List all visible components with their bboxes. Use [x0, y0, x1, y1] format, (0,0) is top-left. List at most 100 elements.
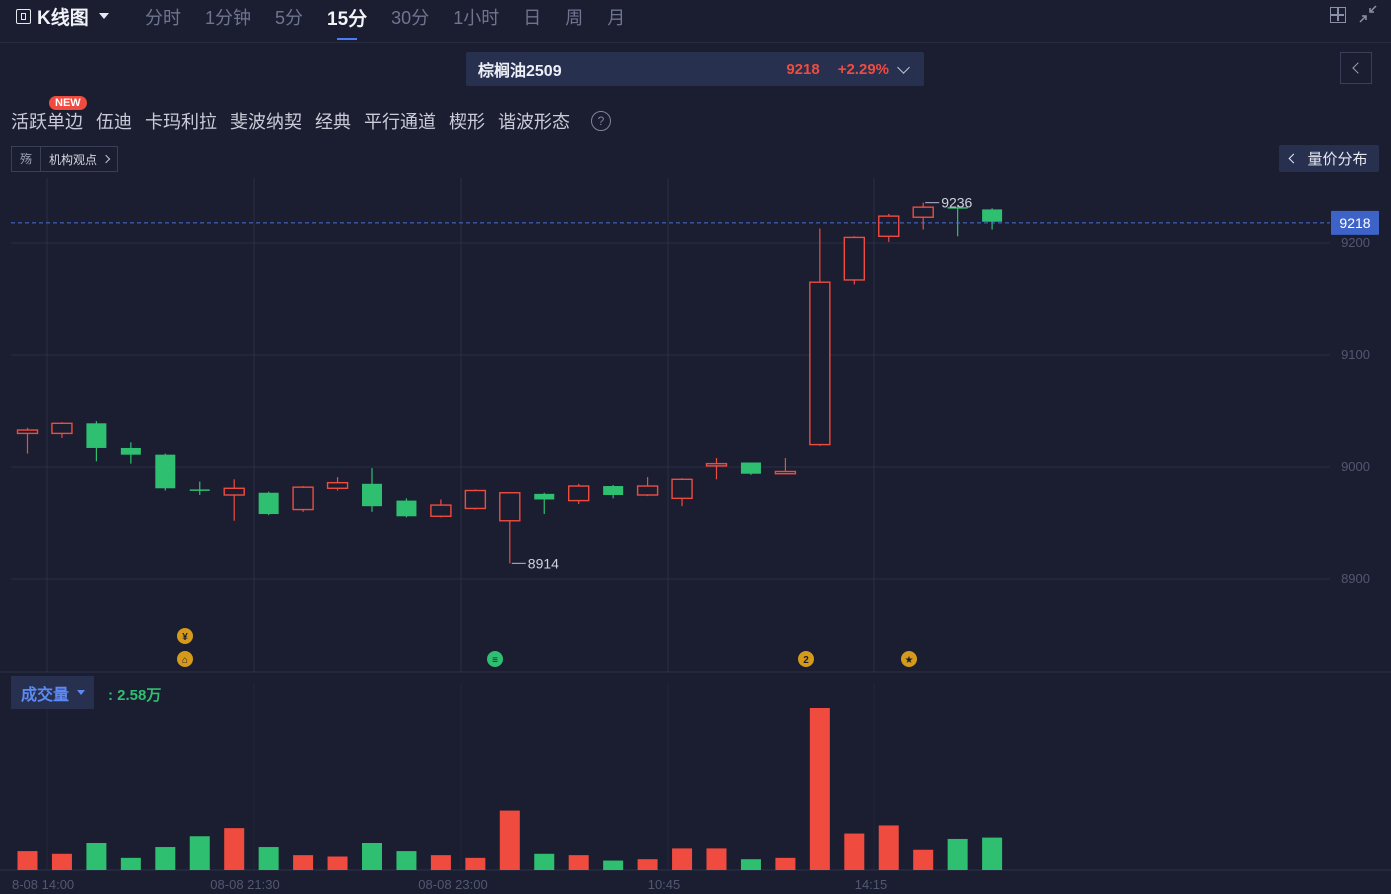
volume-label: 成交量	[21, 686, 70, 704]
candle-7	[258, 491, 279, 516]
layout-grid-icon[interactable]	[1330, 7, 1346, 23]
volume-bar-4	[155, 847, 176, 870]
event-coin-icon-circle	[177, 628, 193, 644]
help-icon[interactable]: ?	[591, 111, 611, 131]
candle-body-28	[982, 209, 1003, 222]
candle-body-9	[326, 481, 349, 489]
event-report-icon[interactable]: ≡	[487, 651, 503, 667]
contract-name: 棕榈油2509	[478, 63, 562, 80]
candle-14	[499, 492, 521, 564]
event-coin-icon[interactable]: ¥	[177, 628, 193, 644]
period-tab-1[interactable]: 1分钟	[205, 8, 252, 28]
contract-selector[interactable]: 棕榈油2509 9218 +2.29%	[466, 52, 924, 86]
indicator-tab-5[interactable]: 平行通道	[364, 112, 436, 132]
event-coin-icon-glyph: ¥	[182, 632, 188, 643]
volume-bar-12	[430, 855, 451, 870]
contract-price: 9218	[786, 60, 820, 78]
period-tab-6[interactable]: 日	[523, 8, 542, 28]
indicator-tabs: 活跃单边 伍迪 卡玛利拉 斐波纳契 经典 平行通道 楔形 谐波形态?	[11, 108, 611, 134]
period-tab-2[interactable]: 5分	[275, 8, 304, 28]
collapse-arrows-icon	[1359, 5, 1377, 23]
event-number-icon-circle	[798, 651, 814, 667]
chart-type-label: K线图	[37, 7, 89, 29]
indicator-tab-2[interactable]: 卡玛利拉	[145, 112, 217, 132]
institution-icon: 殇	[12, 147, 42, 171]
candle-body-12	[430, 504, 452, 517]
volume-bar-18	[637, 859, 658, 870]
candle-23	[809, 228, 831, 446]
institution-view-button[interactable]: 殇 机构观点	[11, 146, 119, 172]
current-price-tag	[1331, 210, 1379, 235]
candle-9	[326, 477, 349, 491]
volume-profile-button[interactable]: 量价分布	[1279, 145, 1379, 172]
candle-body-25	[878, 215, 900, 237]
period-tab-7[interactable]: 周	[565, 8, 584, 28]
candle-18	[636, 477, 659, 497]
indicator-tab-4[interactable]: 经典	[315, 112, 351, 132]
candle-0	[16, 427, 39, 454]
candle-13	[464, 489, 487, 510]
kline-icon	[16, 8, 31, 24]
candle-body-27	[947, 207, 968, 209]
indicator-tab-6[interactable]: 楔形	[449, 112, 485, 132]
candle-3	[120, 442, 141, 464]
candle-body-11	[396, 500, 417, 517]
period-tab-5[interactable]: 1小时	[453, 8, 500, 28]
period-tab-8[interactable]: 月	[607, 8, 626, 28]
candle-24	[843, 236, 865, 285]
volume-bar-2	[86, 843, 107, 870]
volume-bar-21	[740, 859, 761, 870]
period-tab-3[interactable]: 15分	[327, 2, 367, 40]
volume-bar-23	[809, 708, 830, 870]
volume-bar-3	[120, 857, 141, 870]
collapse-icon[interactable]	[1358, 4, 1378, 24]
price-tick-1: 9100	[1341, 347, 1370, 362]
chart-type-dropdown[interactable]: K线图	[16, 4, 109, 29]
volume-bar-7	[258, 847, 279, 870]
volume-bar-14	[499, 810, 520, 870]
period-tab-4[interactable]: 30分	[391, 8, 430, 28]
candle-16	[568, 483, 590, 504]
volume-bar-9	[327, 856, 348, 870]
contract-change: +2.29%	[837, 60, 889, 78]
candle-body-13	[464, 489, 487, 510]
indicator-tab-0[interactable]: 活跃单边	[11, 112, 83, 132]
indicator-tab-1[interactable]: 伍迪	[96, 112, 132, 132]
event-star-icon-circle	[901, 651, 917, 667]
period-tab-0[interactable]: 分时	[145, 8, 181, 28]
candle-2	[86, 421, 107, 462]
volume-bar-6	[224, 828, 245, 870]
new-badge: NEW	[49, 96, 87, 110]
event-star-icon[interactable]: ★	[901, 651, 917, 667]
side-panel-toggle-button[interactable]	[1340, 52, 1372, 84]
indicator-tab-3[interactable]: 斐波纳契	[230, 112, 302, 132]
indicator-tab-7[interactable]: 谐波形态	[498, 112, 570, 132]
candle-body-22	[774, 470, 797, 475]
time-tick-2: 08-08 23:00	[418, 877, 487, 892]
volume-bar-11	[396, 851, 417, 870]
top-toolbar	[0, 0, 1391, 43]
event-number-icon[interactable]: 2	[798, 651, 814, 667]
current-price-label: 9218	[1339, 215, 1370, 231]
candle-body-1	[51, 422, 73, 435]
volume-bar-17	[603, 860, 624, 870]
candle-27	[947, 204, 968, 237]
volume-indicator-dropdown[interactable]: 成交量	[11, 676, 94, 709]
candle-20	[705, 458, 728, 480]
time-tick-1: 08-08 21:30	[210, 877, 279, 892]
volume-bar-15	[534, 853, 555, 870]
volume-bar-19	[672, 848, 693, 870]
candle-body-3	[120, 447, 141, 455]
candle-body-10	[362, 483, 382, 507]
event-report-icon-circle	[487, 651, 503, 667]
candle-19	[671, 478, 693, 507]
candle-body-14	[499, 492, 521, 522]
candle-body-20	[705, 462, 728, 467]
volume-bar-16	[568, 855, 589, 870]
event-bank-icon[interactable]: ⌂	[177, 651, 193, 667]
candle-body-18	[636, 485, 659, 496]
volume-bar-1	[51, 853, 72, 870]
candle-body-19	[671, 478, 693, 500]
time-tick-3: 10:45	[648, 877, 681, 892]
